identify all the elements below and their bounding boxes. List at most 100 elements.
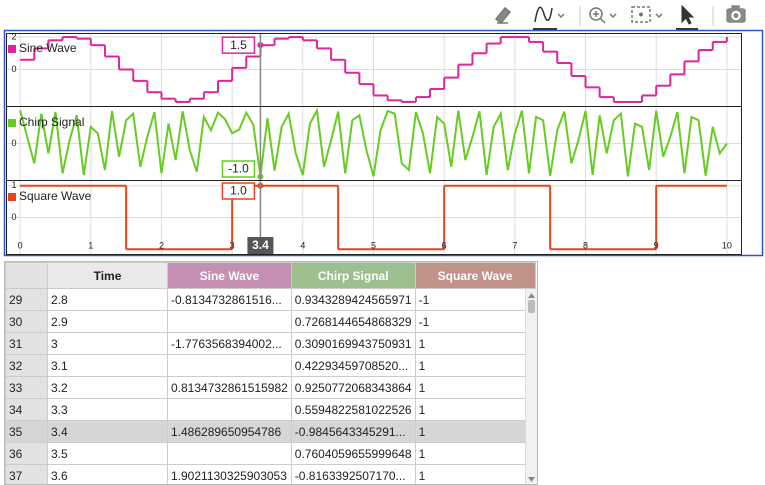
legend-label: Sine Wave (19, 41, 77, 55)
table-cell: 3 (48, 333, 168, 355)
table-cell: 1 (415, 465, 535, 485)
row-index: 29 (6, 289, 48, 311)
column-header: Chirp Signal (291, 263, 415, 289)
eraser-button[interactable] (496, 8, 510, 23)
row-index: 32 (6, 355, 48, 377)
table-cell: 3.1 (48, 355, 168, 377)
table-cell: -0.8134732861516... (168, 289, 292, 311)
table-cell: 0.42293459708520... (291, 355, 415, 377)
plot-area: 02Sine Wave1.50Chirp Signal-1.001Square … (6, 31, 741, 254)
table-cell (168, 355, 292, 377)
draw-button[interactable] (533, 7, 564, 29)
table-row[interactable]: 323.1 0.42293459708520...1 (6, 355, 536, 377)
legend-swatch (8, 45, 16, 53)
table-cell (168, 399, 292, 421)
toolbar (496, 6, 745, 29)
table-cell: 0.7268144654868329 (291, 311, 415, 333)
column-header: Time (48, 263, 168, 289)
table-cell (168, 311, 292, 333)
row-index: 34 (6, 399, 48, 421)
box-select-button[interactable] (632, 7, 662, 22)
scroll-down[interactable] (528, 477, 535, 482)
x-tick-label: 3 (230, 240, 235, 250)
x-tick-label: 9 (654, 240, 659, 250)
y-tick-label: 0 (11, 64, 16, 74)
tooltip-label: 1.0 (230, 184, 247, 198)
table-cell: -0.9845643345291... (291, 421, 415, 443)
table-cell: 3.3 (48, 399, 168, 421)
table-row[interactable]: 333.20.81347328615159820.925077206834386… (6, 377, 536, 399)
table-cell: 1 (415, 333, 535, 355)
table-row[interactable]: 353.41.486289650954786-0.9845643345291..… (6, 421, 536, 443)
table-cell: 1 (415, 399, 535, 421)
tooltip-label: 1.5 (230, 38, 247, 52)
table-cell: 3.6 (48, 465, 168, 485)
index-header (6, 263, 48, 289)
table-cell: 1 (415, 355, 535, 377)
table-cell: 1.486289650954786 (168, 421, 292, 443)
table-row[interactable]: 363.50.76040596559996481 (6, 443, 536, 465)
screenshot-button[interactable] (727, 6, 745, 22)
scroll-thumb[interactable] (528, 300, 535, 313)
x-tick-label: 6 (442, 240, 447, 250)
table-row[interactable]: 302.9 0.7268144654868329-1 (6, 311, 536, 333)
scroll-up[interactable] (528, 293, 535, 298)
table-row[interactable]: 373.61.9021130325903053-0.8163392507170.… (6, 465, 536, 485)
pointer-button[interactable] (676, 6, 698, 29)
table-cell: -1 (415, 289, 535, 311)
table-cell: 0.7604059655999648 (291, 443, 415, 465)
table-cell: 0.5594822581022526 (291, 399, 415, 421)
table-cell: 1.9021130325903053 (168, 465, 292, 485)
table-cell: 0.9343289424565971 (291, 289, 415, 311)
table-cell: -0.8163392507170... (291, 465, 415, 485)
table-cell: 1 (415, 377, 535, 399)
table-cell: 1 (415, 443, 535, 465)
x-tick-label: 8 (583, 240, 588, 250)
y-tick-label: 2 (11, 31, 16, 41)
y-tick-label: 1 (11, 180, 16, 190)
table-cell: 3.5 (48, 443, 168, 465)
x-tick-label: 5 (371, 240, 376, 250)
table-cell: 3.4 (48, 421, 168, 443)
table-cell: 0.3090169943750931 (291, 333, 415, 355)
row-index: 31 (6, 333, 48, 355)
table-cell: 2.9 (48, 311, 168, 333)
legend-label: Square Wave (19, 189, 92, 203)
legend-swatch (8, 193, 16, 201)
scrollbar-graphic (526, 289, 537, 485)
table-row[interactable]: 313-1.7763568394002...0.3090169943750931… (6, 333, 536, 355)
table-cell: -1.7763568394002... (168, 333, 292, 355)
table-row[interactable]: 292.8-0.8134732861516...0.93432894245659… (6, 289, 536, 311)
table-cell: 3.2 (48, 377, 168, 399)
row-index: 33 (6, 377, 48, 399)
column-header: Square Wave (415, 263, 535, 289)
table-cell (168, 443, 292, 465)
cursor-label: 3.4 (252, 238, 269, 252)
x-tick-label: 1 (88, 240, 93, 250)
y-tick-label: 0 (11, 138, 16, 148)
y-tick-label: 0 (11, 212, 16, 222)
row-index: 35 (6, 421, 48, 443)
table-cell: 0.8134732861515982 (168, 377, 292, 399)
data-table: TimeSine WaveChirp SignalSquare Wave 292… (4, 261, 538, 485)
zoom-button[interactable] (590, 8, 616, 23)
tooltip-label: -1.0 (228, 162, 249, 176)
x-tick-label: 4 (300, 240, 305, 250)
row-index: 37 (6, 465, 48, 485)
x-tick-label: 2 (159, 240, 164, 250)
table-row[interactable]: 343.3 0.55948225810225261 (6, 399, 536, 421)
table-cell: 0.9250772068343864 (291, 377, 415, 399)
table: TimeSine WaveChirp SignalSquare Wave 292… (5, 262, 536, 485)
legend-label: Chirp Signal (19, 115, 84, 129)
table-cell: 1 (415, 421, 535, 443)
chart: 02Sine Wave1.50Chirp Signal-1.001Square … (0, 0, 765, 260)
column-header: Sine Wave (168, 263, 292, 289)
x-tick-label: 10 (722, 240, 732, 250)
table-cell: -1 (415, 311, 535, 333)
header-row: TimeSine WaveChirp SignalSquare Wave (6, 263, 536, 289)
scrollbar[interactable] (525, 289, 537, 484)
legend-swatch (8, 119, 16, 127)
table-cell: 2.8 (48, 289, 168, 311)
row-index: 30 (6, 311, 48, 333)
